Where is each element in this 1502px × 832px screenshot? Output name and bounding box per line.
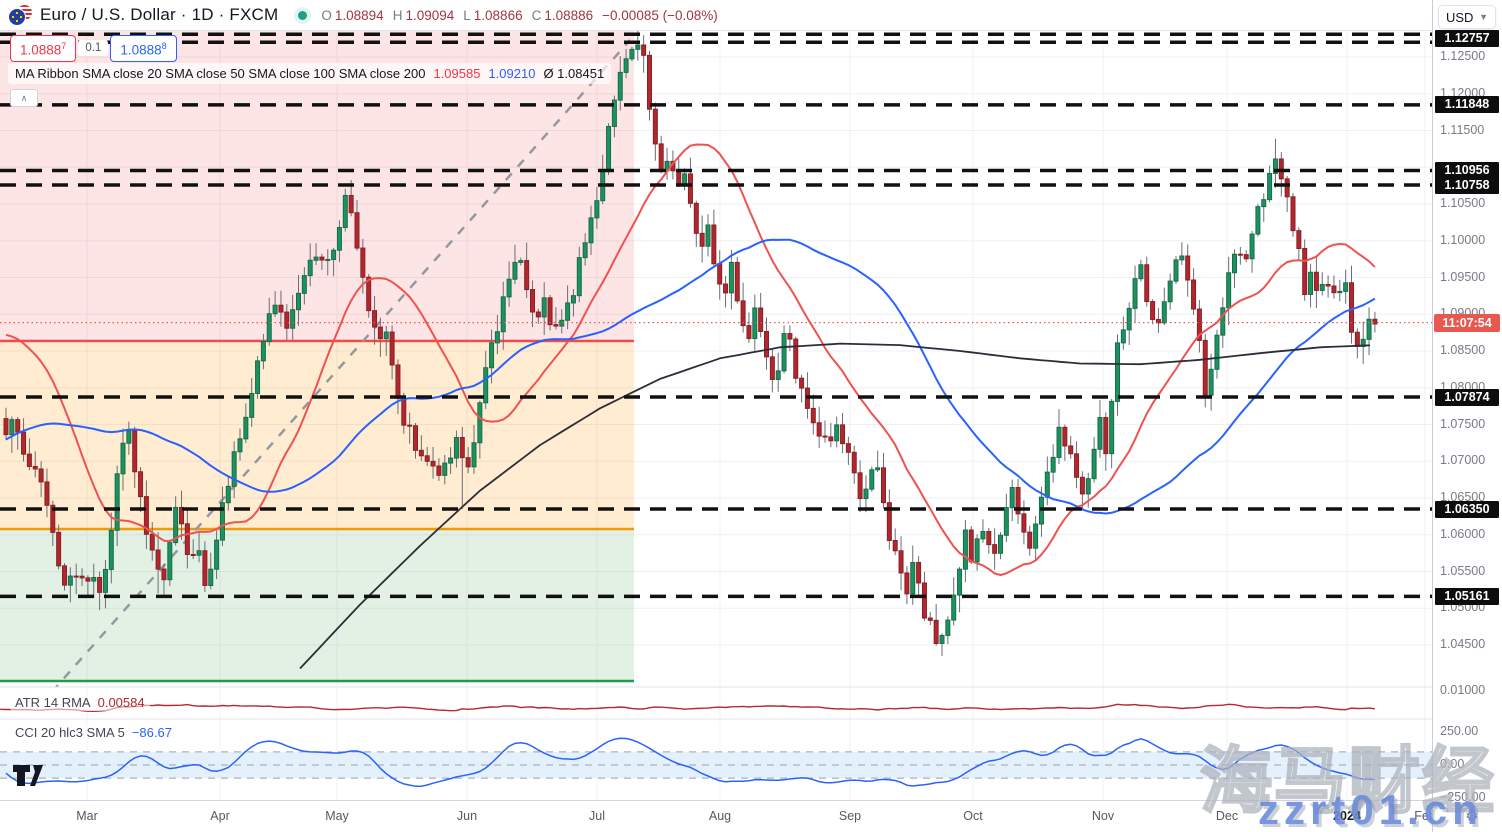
bid-ask-panel: 1.08887 0.1 1.08888 (10, 35, 177, 62)
cci-line (5, 737, 1375, 787)
atr-line (0, 703, 1375, 712)
bid-box[interactable]: 1.08887 (10, 35, 77, 62)
trendline (54, 39, 631, 687)
symbol-title[interactable]: Euro / U.S. Dollar · 1D · FXCM (40, 5, 279, 24)
cci-value: −86.67 (131, 725, 172, 740)
key-level-label: 1.06350 (1435, 500, 1499, 518)
price-tick: 1.06500 (1440, 490, 1486, 504)
cci-label: CCI 20 hlc3 SMA 5 (15, 725, 125, 740)
open-value: 1.08894 (334, 7, 384, 23)
sma50-value: 1.09210 (488, 66, 536, 81)
time-tick-Dec: Dec (1215, 809, 1239, 823)
high-label: H (392, 7, 403, 23)
price-tick: 1.12500 (1440, 49, 1486, 63)
time-tick-May: May (325, 809, 349, 823)
price-tick: 1.12000 (1440, 85, 1486, 100)
ohlc-readout: O 1.08894 H 1.09094 L 1.08866 C 1.08886 … (321, 8, 717, 23)
zones-layer (0, 31, 634, 683)
ma-ribbon-legend[interactable]: MA Ribbon SMA close 20 SMA close 50 SMA … (8, 63, 612, 84)
time-tick-Mar: Mar (76, 809, 98, 823)
cci-legend[interactable]: CCI 20 hlc3 SMA 5 −86.67 (10, 724, 177, 741)
price-tick: 1.07000 (1440, 453, 1486, 468)
price-tick: 1.10500 (1440, 196, 1486, 210)
atr-legend[interactable]: ATR 14 RMA 0.00584 (10, 694, 150, 711)
ma-average-value: Ø 1.08451 (543, 66, 605, 81)
countdown-label: 11:07:54 (1434, 313, 1500, 332)
time-tick-Nov: Nov (1091, 809, 1115, 823)
cci-axis-tick: 250.00 (1440, 724, 1479, 739)
change-value: −0.00085 (−0.08%) (602, 7, 718, 23)
key-level-label: 1.07874 (1435, 388, 1499, 406)
key-level-label: 1.11848 (1435, 96, 1499, 114)
price-axis[interactable]: USD ▼ ⚙ 1.12500 1.12000 1.11500 1.10500 1.100… (1432, 0, 1502, 832)
time-tick-Jul: Jul (589, 809, 605, 823)
key-level-label: 1.10956 (1435, 161, 1499, 179)
ma-ribbon-label: MA Ribbon SMA close 20 SMA close 50 SMA … (15, 66, 426, 81)
time-tick-Sep: Sep (838, 809, 862, 823)
chart-header: Euro / U.S. Dollar · 1D · FXCM O 1.08894… (0, 0, 1432, 31)
gear-icon[interactable]: ⚙ (1461, 806, 1483, 828)
time-tick-2024: 2024 (1333, 809, 1361, 823)
market-status-dot[interactable] (298, 10, 308, 20)
price-tick: 1.07500 (1440, 416, 1486, 431)
symbol-logo-icon (8, 5, 34, 26)
close-value: 1.08886 (544, 7, 594, 23)
chevron-down-icon: ▼ (1479, 12, 1488, 22)
sma20-value: 1.09585 (433, 66, 481, 81)
ask-box[interactable]: 1.08888 (110, 35, 177, 62)
high-value: 1.09094 (405, 7, 455, 23)
currency-dropdown[interactable]: USD ▼ (1438, 5, 1496, 29)
low-label: L (463, 7, 471, 23)
chart-canvas[interactable] (0, 0, 1432, 832)
cci-axis-tick: −250.00 (1440, 789, 1486, 804)
price-tick: 1.06000 (1440, 526, 1486, 541)
key-level-label: 1.10758 (1435, 176, 1499, 194)
atr-label: ATR 14 RMA (15, 695, 91, 710)
price-tick: 1.08500 (1440, 343, 1486, 357)
sma50-line (5, 238, 1376, 515)
atr-axis-tick: 0.01000 (1440, 683, 1486, 697)
key-levels-layer (0, 32, 1432, 599)
price-tick: 1.11500 (1440, 122, 1485, 137)
spread-value: 0.1 (78, 40, 109, 57)
time-tick-Aug: Aug (708, 809, 732, 823)
key-level-label: 1.12757 (1435, 29, 1499, 47)
cci-axis-tick: 0.00 (1440, 757, 1465, 771)
price-tick: 1.10000 (1440, 232, 1486, 247)
price-tick: 1.05500 (1440, 563, 1486, 578)
key-level-label: 1.05161 (1435, 587, 1499, 605)
price-tick: 1.04500 (1440, 637, 1486, 651)
atr-value: 0.00584 (97, 695, 145, 710)
time-axis[interactable]: Mar Apr May Jun Jul Aug Sep Oct Nov Dec 2024 Feb (0, 800, 1436, 832)
time-tick-Feb: Feb (1414, 809, 1436, 823)
sma200-line (299, 342, 1371, 670)
low-value: 1.08866 (473, 7, 523, 23)
legend-collapse-button[interactable]: ∧ (10, 89, 38, 107)
tradingview-logo[interactable] (12, 763, 46, 792)
sma20-line (5, 143, 1376, 576)
price-tick: 1.09500 (1440, 269, 1486, 284)
time-tick-Oct: Oct (963, 809, 983, 823)
time-tick-Jun: Jun (456, 809, 478, 823)
open-label: O (321, 7, 332, 23)
time-tick-Apr: Apr (210, 809, 230, 823)
grid-layer (0, 30, 1432, 800)
candles-layer (3, 31, 1378, 657)
close-label: C (531, 7, 542, 23)
